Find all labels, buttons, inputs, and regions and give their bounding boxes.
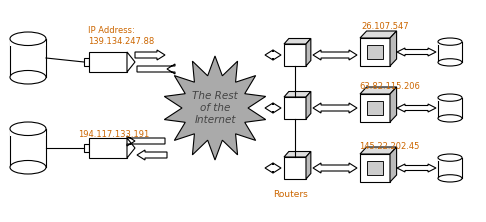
Polygon shape bbox=[135, 50, 165, 60]
Polygon shape bbox=[127, 138, 135, 158]
Bar bbox=[89, 52, 127, 72]
Polygon shape bbox=[265, 163, 281, 173]
Bar bbox=[360, 154, 390, 182]
Polygon shape bbox=[313, 50, 357, 60]
Ellipse shape bbox=[10, 161, 46, 174]
Ellipse shape bbox=[10, 70, 46, 84]
Polygon shape bbox=[397, 164, 436, 172]
Bar bbox=[367, 101, 383, 115]
Polygon shape bbox=[313, 103, 357, 113]
Polygon shape bbox=[306, 151, 311, 179]
Bar bbox=[438, 158, 462, 161]
Polygon shape bbox=[265, 50, 281, 60]
Polygon shape bbox=[360, 87, 397, 94]
Bar bbox=[89, 138, 127, 158]
Bar bbox=[284, 97, 306, 119]
Bar bbox=[284, 44, 306, 66]
Polygon shape bbox=[390, 87, 397, 122]
Polygon shape bbox=[306, 91, 311, 119]
Polygon shape bbox=[397, 48, 436, 56]
Polygon shape bbox=[284, 151, 311, 157]
Bar bbox=[284, 157, 306, 179]
Ellipse shape bbox=[438, 115, 462, 122]
Bar bbox=[438, 98, 462, 101]
Polygon shape bbox=[360, 31, 397, 38]
Ellipse shape bbox=[10, 122, 46, 135]
Polygon shape bbox=[360, 147, 397, 154]
Bar bbox=[360, 38, 390, 66]
Bar bbox=[438, 98, 462, 118]
Text: Routers: Routers bbox=[273, 190, 307, 199]
Bar bbox=[10, 39, 46, 46]
Bar bbox=[84, 144, 89, 152]
Polygon shape bbox=[164, 56, 266, 160]
Bar bbox=[10, 129, 46, 135]
Text: The Rest
of the
Internet: The Rest of the Internet bbox=[192, 91, 238, 125]
Bar bbox=[84, 58, 89, 66]
Polygon shape bbox=[127, 136, 165, 146]
Ellipse shape bbox=[438, 94, 462, 101]
Polygon shape bbox=[137, 150, 167, 160]
Bar bbox=[10, 129, 46, 167]
Text: 63.82.115.206: 63.82.115.206 bbox=[359, 82, 420, 91]
Polygon shape bbox=[284, 91, 311, 97]
Bar bbox=[360, 94, 390, 122]
Polygon shape bbox=[313, 163, 357, 173]
Ellipse shape bbox=[438, 175, 462, 182]
Text: IP Address:
139.134.247.88: IP Address: 139.134.247.88 bbox=[88, 26, 154, 46]
Bar bbox=[10, 39, 46, 77]
Ellipse shape bbox=[438, 59, 462, 66]
Polygon shape bbox=[306, 38, 311, 66]
Text: 145.22.202.45: 145.22.202.45 bbox=[359, 142, 419, 151]
Polygon shape bbox=[265, 103, 281, 113]
Ellipse shape bbox=[10, 32, 46, 46]
Bar bbox=[438, 42, 462, 62]
Polygon shape bbox=[397, 104, 436, 112]
Text: 194.117.133.191: 194.117.133.191 bbox=[78, 130, 149, 139]
Bar bbox=[367, 45, 383, 59]
Polygon shape bbox=[127, 52, 135, 72]
Ellipse shape bbox=[438, 154, 462, 161]
Polygon shape bbox=[137, 64, 175, 74]
Polygon shape bbox=[390, 147, 397, 182]
Ellipse shape bbox=[438, 38, 462, 45]
Polygon shape bbox=[390, 31, 397, 66]
Polygon shape bbox=[284, 38, 311, 44]
Text: 26.107.547: 26.107.547 bbox=[361, 22, 409, 31]
Bar bbox=[438, 42, 462, 45]
Bar bbox=[438, 158, 462, 178]
Bar bbox=[367, 161, 383, 175]
